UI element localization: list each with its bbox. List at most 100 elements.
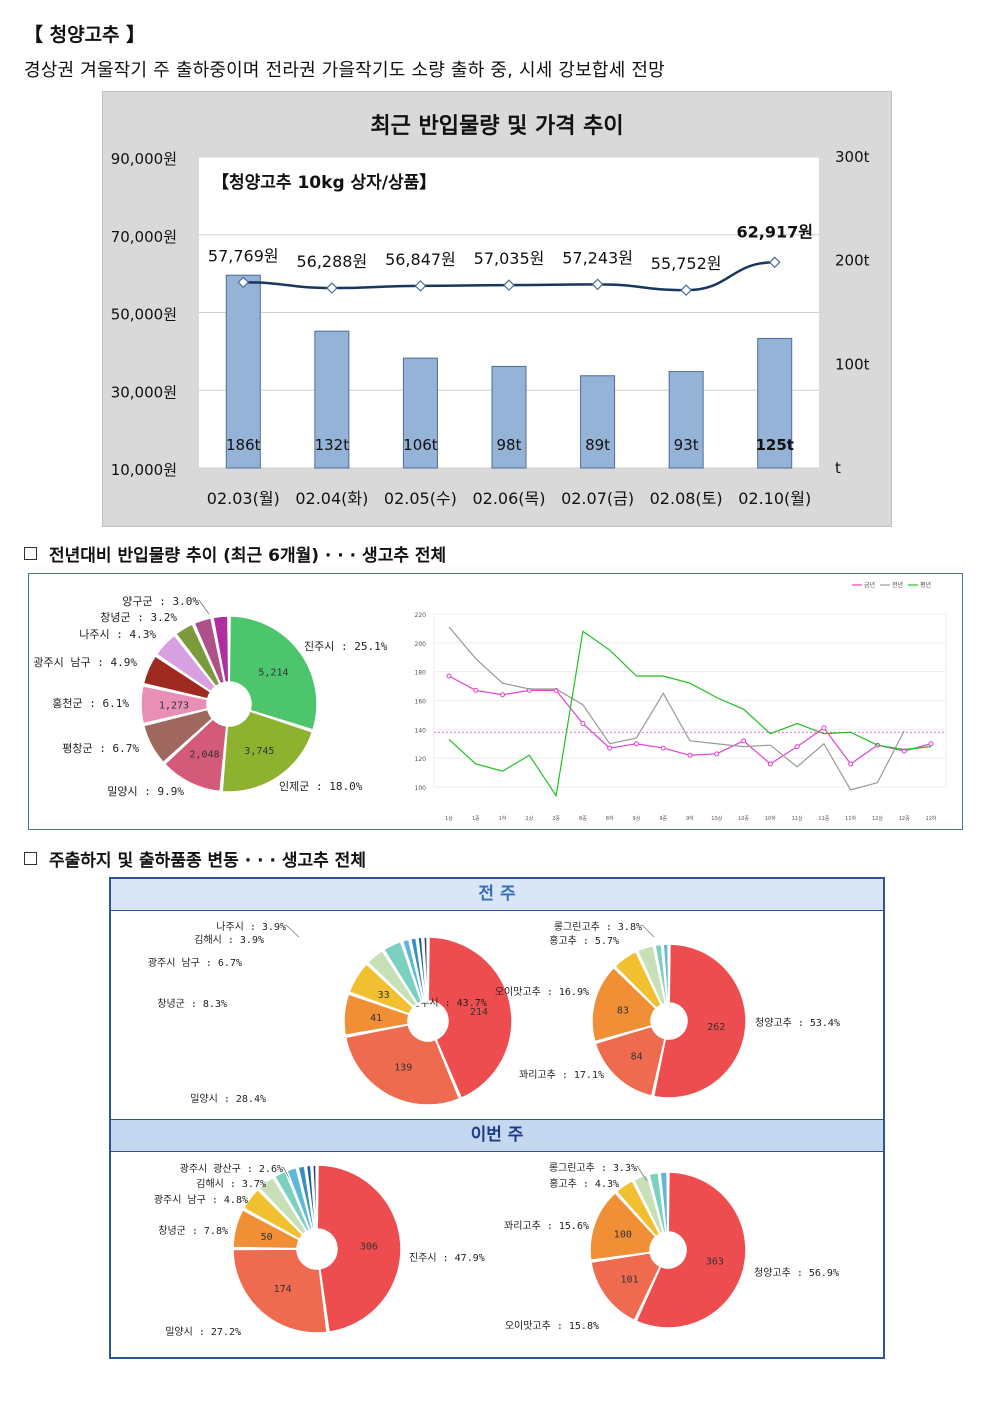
pie-label: 나주시 : 3.9% [216,921,286,933]
price-label: 57,035원 [474,249,545,268]
price-volume-chart: 최근 반입물량 및 가격 추이 【청양고추 10kg 상자/상품】 90,000… [102,91,892,527]
chart-title: 최근 반입물량 및 가격 추이 [370,114,623,139]
page-subtitle: 경상권 겨울작기 주 출하중이며 전라권 가을작기도 소량 출하 중, 시세 강… [24,60,665,81]
pie-slice [427,936,513,1100]
weekly-panel: 전 주 이번 주 214 진주시 : 43.7% 139 밀양시 : 28.4% 41 창… [109,877,885,1359]
this-week-header: 이번 주 [111,1119,883,1152]
price-point [414,280,427,292]
pie-label: 꽈리고추 : 15.6% [504,1220,589,1232]
pie-leader [641,924,655,938]
legend-label: 금년 [864,581,875,589]
pie-label: 홍천군 : 6.1% [52,696,129,710]
y-tick-label: 200 [415,641,427,648]
x-category-label: 02.08(토) [650,489,723,508]
pie-slice [590,1251,662,1322]
bar-label: 125t [755,436,793,454]
pie-value-label: 33 [378,990,390,1001]
pie-slice [662,943,670,1004]
pie-label: 창녕군 : 7.8% [158,1225,228,1237]
bar [757,337,793,469]
pie-value-label: 174 [274,1284,292,1295]
legend-label: 전년 [892,581,903,589]
pie-label: 꽈리고추 : 17.1% [519,1069,604,1081]
series-point [580,721,586,727]
series-point [714,751,720,757]
pie-label: 인제군 : 18.0% [279,780,363,793]
pie-value-label: 139 [394,1063,412,1074]
series-point [446,673,452,679]
x-tick-label: 11중 [818,816,829,822]
pie-label: 진주시 : 47.9% [409,1252,485,1264]
price-label: 56,847원 [385,250,456,269]
pie-value-label: 363 [706,1256,724,1267]
pie-label: 밀양시 : 28.4% [190,1093,266,1105]
pie-label: 양구군 : 3.0% [122,595,199,608]
pie-value-label: 100 [614,1230,632,1241]
x-tick-label: 2중 [552,816,560,822]
x-tick-label: 10하 [765,815,776,822]
pie-value-label: 101 [620,1275,638,1286]
x-category-label: 02.03(월) [207,489,280,508]
pie-label: 홍고추 : 4.3% [549,1177,619,1190]
checkbox-icon [24,852,37,865]
pie-label: 밀양시 : 9.9% [107,785,184,798]
price-label: 56,288원 [296,252,367,271]
bar-label: 89t [585,436,610,454]
bar [314,330,350,469]
pie-slice [221,710,314,793]
series-point [741,738,747,744]
x-category-label: 02.07(금) [561,489,634,508]
series-line [448,626,905,791]
x-tick-label: 2상 [525,815,533,822]
series-point [687,752,693,758]
x-tick-label: 8하 [606,815,614,822]
x-tick-label: 12상 [872,815,883,822]
pie-label: 광주시 남구 : 6.7% [148,957,242,969]
chart-subtitle: 【청양고추 10kg 상자/상품】 [212,172,436,193]
pie-slice [316,1164,402,1333]
series-point [848,761,854,767]
y-tick-label: 220 [415,612,427,619]
pie-value-label: 84 [631,1052,643,1063]
series-point [633,741,639,747]
series-point [473,687,479,693]
y-left-tick: 70,000원 [111,228,177,246]
x-tick-label: 1중 [472,816,480,822]
pie-slice [635,1171,747,1329]
pie-label: 평창군 : 6.7% [62,742,139,755]
x-tick-label: 10상 [711,815,722,822]
origin-share-pie: 5,214 진주시 : 25.1% 3,745 인제군 : 18.0% 2,048 밀양시… [33,595,387,798]
bar-label: 93t [674,436,699,454]
pie-label: 창녕군 : 8.3% [157,998,227,1010]
pie-value-label: 83 [617,1005,629,1016]
x-tick-label: 10중 [738,816,749,822]
checkbox-icon [24,547,37,560]
pie-label: 홍고추 : 5.7% [549,934,619,947]
prev-week-header: 전 주 [111,879,883,911]
y-right-tick: 300t [835,148,870,166]
y-right-tick: t [835,459,841,477]
bar [580,375,616,469]
pie-label: 오이맛고추 : 15.8% [505,1320,599,1332]
bar-label: 106t [403,436,438,454]
price-point [237,276,250,289]
pie-slice [232,1208,301,1250]
x-category-label: 02.04(화) [295,489,368,508]
pie-value-label: 1,273 [159,700,189,711]
bar-label: 98t [497,436,522,454]
y-right-tick: 200t [835,252,870,270]
price-label: 57,769원 [208,246,279,265]
pie-slice [228,615,318,731]
this-week-pies: 306 진주시 : 47.9% 174 밀양시 : 27.2% 50 창녕군 : 7.8%… [154,1162,839,1338]
page-title: 【 청양고추 】 [24,24,146,46]
legend-label: 평년 [920,581,931,589]
price-label: 62,917원 [736,222,812,241]
price-label: 55,752원 [651,254,722,273]
y-tick-label: 140 [415,727,427,734]
x-tick-label: 1상 [445,815,453,822]
price-label: 57,243원 [562,248,633,267]
y-tick-label: 160 [415,699,427,706]
pie-slice [594,1025,666,1097]
x-tick-label: 11상 [792,815,803,822]
